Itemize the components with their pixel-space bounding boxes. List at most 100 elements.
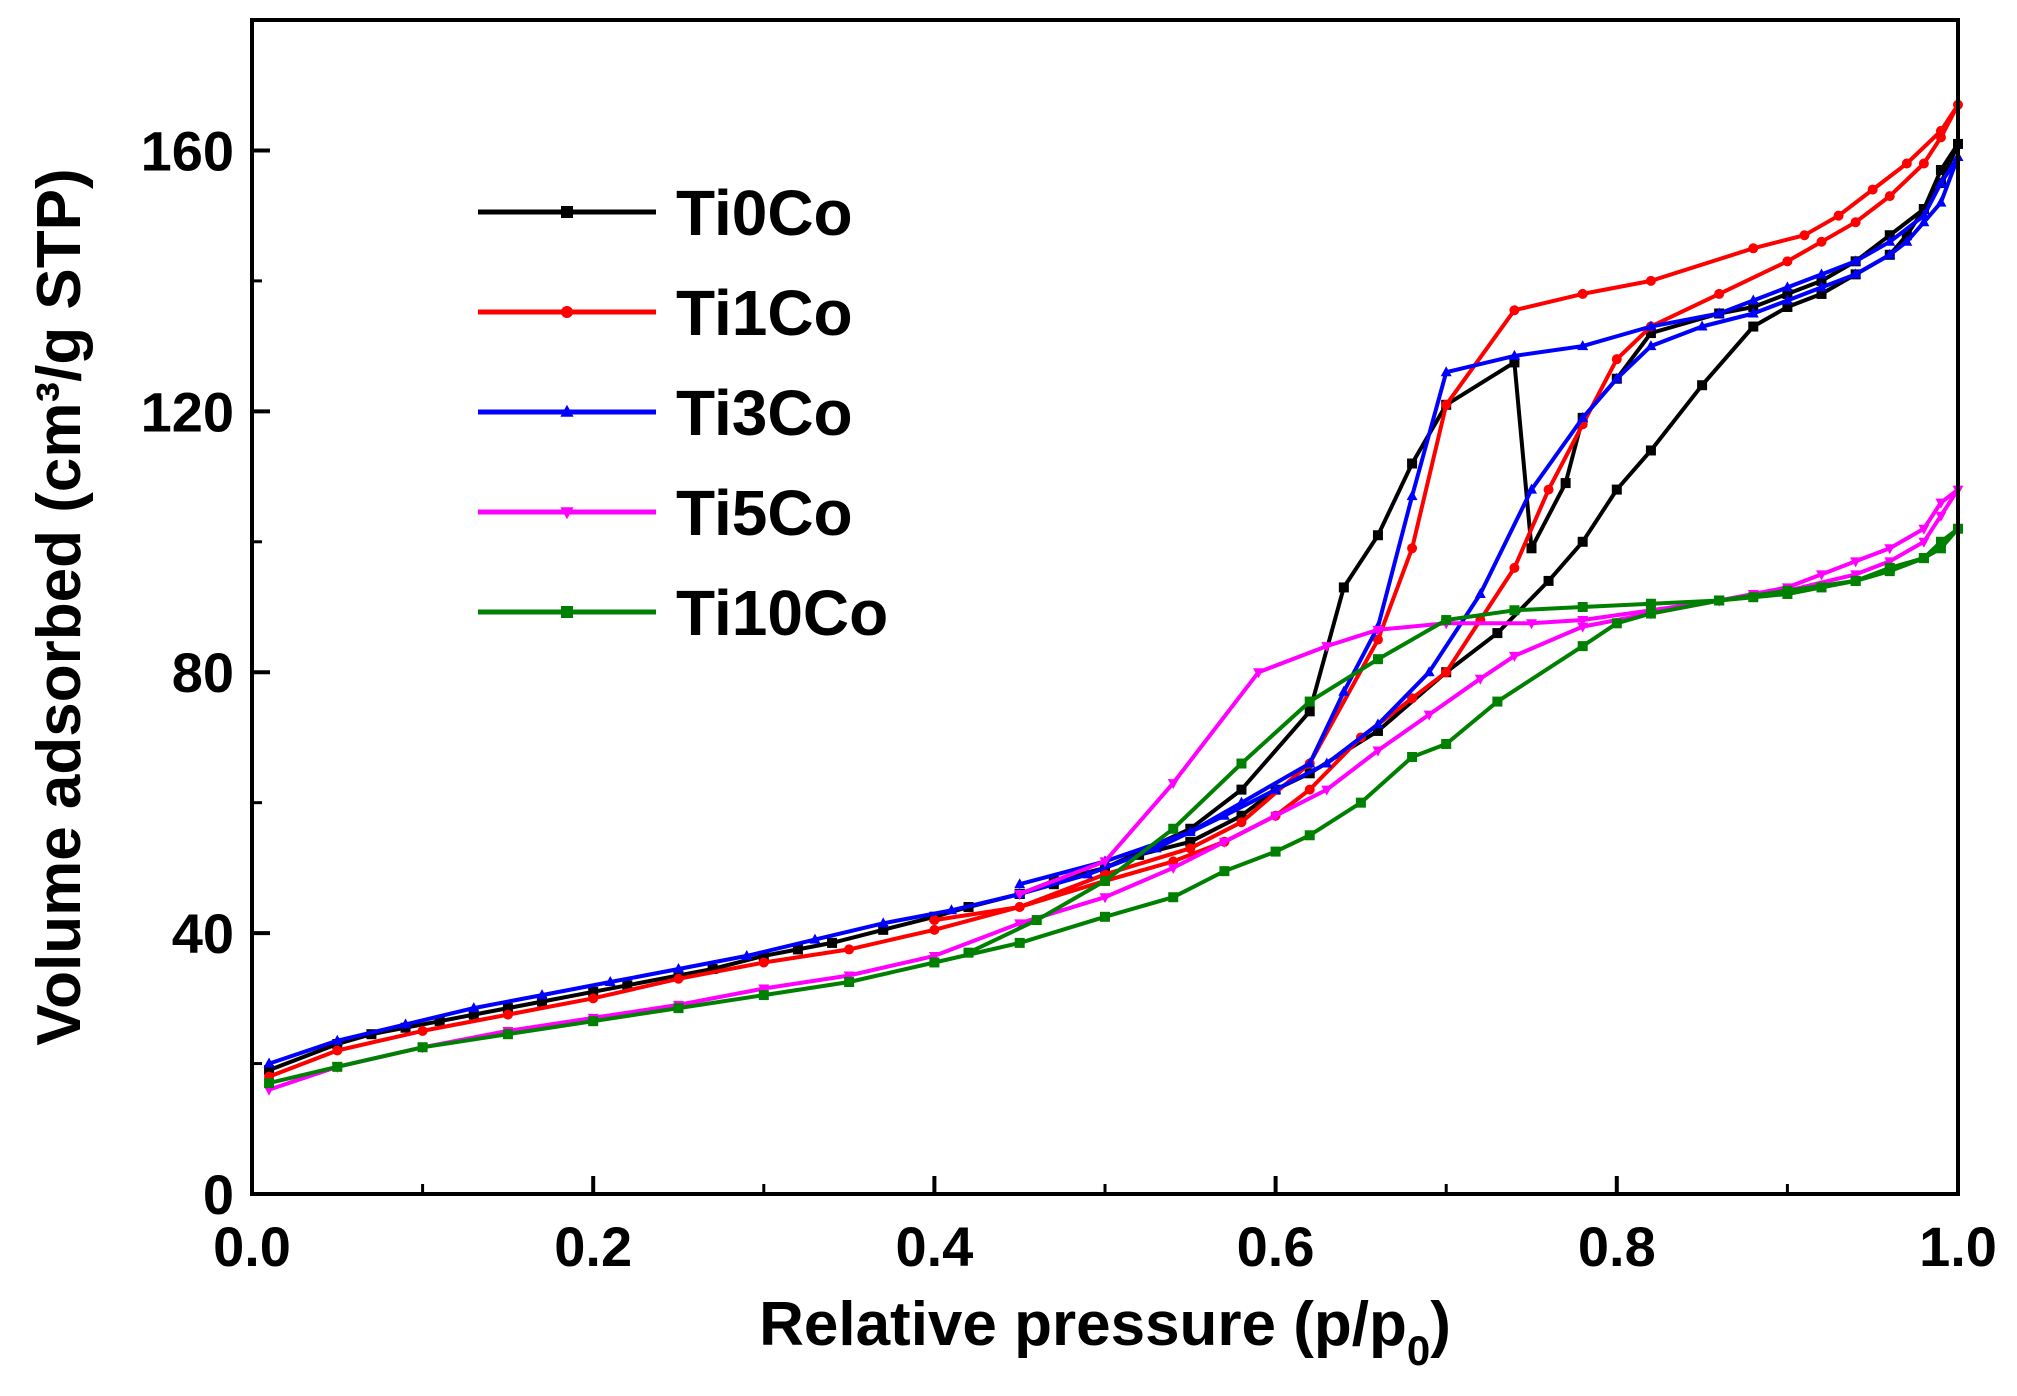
data-point-ti0co (1918, 204, 1929, 215)
data-point-ti5co (1423, 710, 1435, 721)
data-point-ti1co (417, 1025, 428, 1036)
x-tick-label: 1.0 (1919, 1215, 1997, 1278)
data-point-ti1co (1918, 158, 1929, 169)
data-point-ti3co (1935, 177, 1947, 188)
data-point-ti0co (1185, 836, 1196, 847)
data-point-ti5co (1321, 785, 1333, 796)
data-point-ti10co (1918, 553, 1929, 564)
data-point-ti0co (1816, 275, 1827, 286)
legend-swatch-marker (560, 404, 574, 417)
data-point-ti1co (1799, 230, 1810, 241)
data-point-ti10co (929, 957, 940, 968)
data-point-ti10co (1031, 915, 1042, 926)
data-point-ti3co (809, 933, 821, 944)
data-point-ti3co (1696, 320, 1708, 331)
data-point-ti0co (502, 1003, 513, 1014)
y-tick-label: 160 (141, 119, 234, 182)
data-point-ti1co (332, 1045, 343, 1056)
data-point-ti5co (1850, 557, 1862, 568)
legend-swatch-marker (561, 206, 573, 218)
data-point-ti0co (1748, 301, 1759, 312)
data-point-ti0co (1304, 706, 1315, 717)
data-point-ti3co (1406, 490, 1418, 501)
axis-ticks: 0.0 0.2 0.4 0.6 0.8 1.0 0 40 80 120 160 (141, 119, 1997, 1278)
data-point-ti1co (1833, 210, 1844, 221)
legend-item-ti5co: Ti5Co (478, 477, 853, 549)
data-point-ti0co (588, 986, 599, 997)
data-point-ti1co (1185, 843, 1196, 854)
data-point-ti5co (1014, 889, 1026, 900)
data-point-ti5co (1474, 674, 1486, 685)
legend-swatch-marker (561, 606, 573, 618)
data-point-ti5co (843, 971, 855, 982)
data-point-ti5co (1253, 668, 1265, 679)
data-point-ti0co (707, 963, 718, 974)
data-point-ti0co (434, 1016, 445, 1027)
data-point-ti5co (1321, 642, 1333, 653)
data-point-ti1co (1441, 399, 1452, 410)
data-point-ti0co (878, 924, 889, 935)
data-point-ti0co (1236, 784, 1247, 795)
data-point-ti1co (844, 944, 855, 955)
data-point-ti10co (1884, 566, 1895, 577)
data-point-ti10co (1168, 823, 1179, 834)
data-point-ti10co (758, 990, 769, 1001)
data-point-ti3co (1918, 209, 1930, 220)
x-tick-label: 0.4 (895, 1215, 973, 1278)
data-point-ti0co (1509, 357, 1520, 368)
legend-swatch-marker (561, 306, 573, 318)
y-tick-label: 0 (203, 1163, 234, 1226)
data-point-ti3co (1645, 340, 1657, 351)
y-axis-title: Volume adsorbed (cm³/g STP) (25, 168, 94, 1045)
data-point-ti3co (1526, 483, 1537, 494)
data-point-ti0co (1816, 288, 1827, 299)
data-point-ti1co (1850, 217, 1861, 228)
legend-item-ti3co: Ti3Co (478, 377, 853, 449)
data-point-ti10co (1441, 615, 1452, 626)
data-point-ti1co (502, 1009, 513, 1020)
legend-label: Ti10Co (676, 577, 888, 649)
data-point-ti1co (1901, 158, 1912, 169)
legend-label: Ti1Co (676, 277, 853, 349)
data-point-ti3co (1440, 366, 1452, 377)
data-point-ti5co (1270, 811, 1282, 822)
data-point-ti0co (1901, 230, 1912, 241)
data-point-ti0co (537, 996, 548, 1007)
data-point-ti10co (1935, 543, 1946, 554)
data-point-ti10co (1372, 654, 1383, 665)
data-point-ti3co (1935, 196, 1947, 207)
data-point-ti10co (1492, 696, 1503, 707)
data-point-ti10co (264, 1078, 275, 1089)
data-point-ti1co (1645, 275, 1656, 286)
data-point-ti5co (1167, 779, 1179, 790)
series-line-ti3co (268, 155, 1960, 1066)
legend: Ti0Co Ti1Co Ti3Co Ti5Co Ti10Co (478, 177, 888, 649)
data-point-ti3co (741, 949, 753, 960)
data-point-ti0co (1645, 445, 1656, 456)
series-ti0co (264, 138, 1963, 1076)
data-point-ti5co (928, 951, 940, 962)
data-point-ti0co (622, 980, 633, 991)
data-point-ti10co (1270, 846, 1281, 857)
data-point-ti1co (1236, 817, 1247, 828)
data-point-ti1co (1935, 125, 1946, 136)
data-point-ti0co (264, 1065, 275, 1076)
data-point-ti10co (1714, 595, 1725, 606)
data-point-ti5co (1372, 625, 1384, 636)
data-point-ti3co (1713, 307, 1725, 318)
data-point-ti10co (1304, 830, 1315, 841)
data-point-ti10co (1168, 892, 1179, 903)
data-point-ti0co (1338, 582, 1349, 593)
data-point-ti1co (929, 915, 940, 926)
data-point-ti10co (1645, 608, 1656, 619)
data-point-ti1co (1407, 693, 1418, 704)
data-point-ti5co (1935, 511, 1947, 522)
data-point-ti5co (1884, 544, 1896, 555)
data-point-ti10co (1816, 582, 1827, 593)
legend-label: Ti3Co (676, 377, 853, 449)
data-point-ti10co (673, 1003, 684, 1014)
y-tick-label: 120 (141, 380, 234, 443)
data-point-ti5co (1884, 557, 1896, 568)
data-point-ti3co (1270, 783, 1282, 794)
data-point-ti0co (1577, 536, 1588, 547)
